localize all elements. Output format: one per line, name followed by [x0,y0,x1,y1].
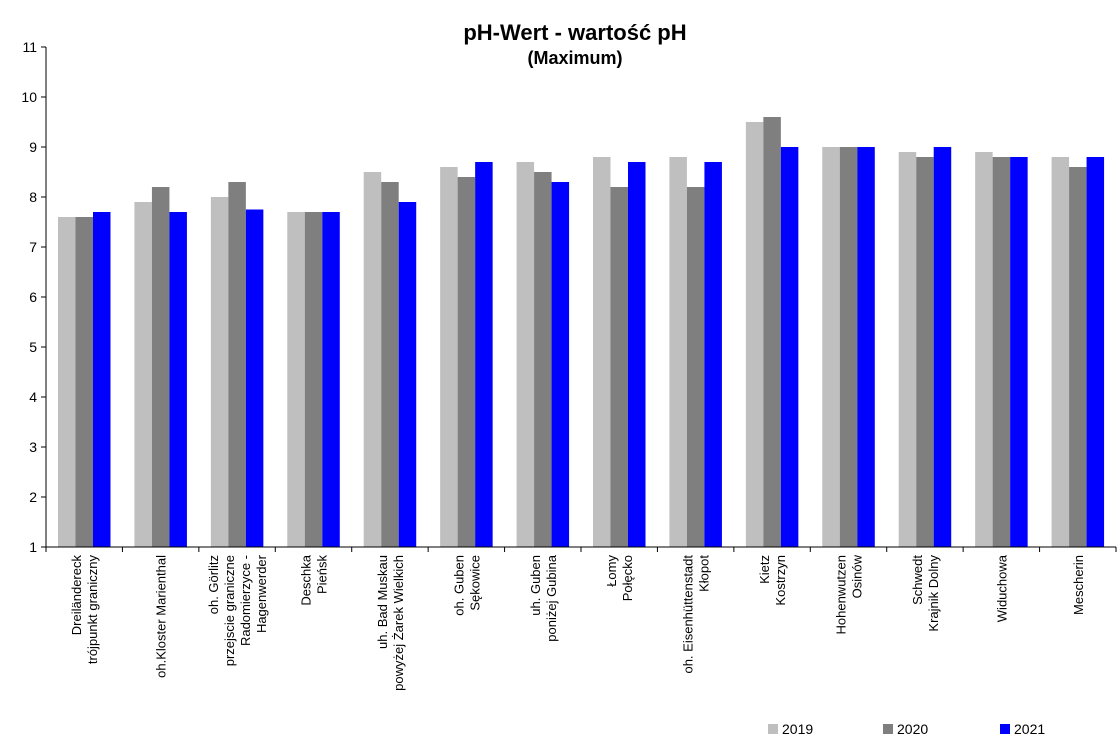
x-tick-label: Hagenwerder [254,554,269,633]
bar [169,212,187,547]
bar [745,122,764,547]
bar [1086,157,1105,547]
y-tick-label: 6 [29,289,37,305]
bar [475,162,493,547]
legend-swatch [1000,724,1010,734]
x-tick-label: Sękowice [467,555,482,611]
legend-item: 2020 [883,721,928,737]
y-tick-label: 4 [29,389,37,405]
bar [304,212,323,547]
bar [933,147,952,547]
legend-swatch [768,724,778,734]
x-tick-label: Łomy [604,555,619,587]
legend: 2019 2020 2021 [0,721,1118,741]
x-tick-label: uh. Bad Muskau [375,555,390,649]
x-tick-label: przejscie graniczne [222,555,237,666]
bar [516,162,535,547]
bar [75,217,93,547]
x-tick-label: uh. Guben [528,555,543,616]
legend-label: 2020 [897,721,929,737]
x-tick-label: Mescherin [1071,555,1086,615]
x-tick-label: Kłopot [697,555,712,592]
y-tick-label: 11 [22,39,37,55]
bar [93,212,111,547]
y-tick-label: 9 [29,139,37,155]
bar [780,147,799,547]
bar [1051,157,1070,547]
x-tick-label: Deschka [299,554,314,605]
x-tick-label: Radomierzyce - [238,555,253,646]
y-tick-label: 1 [29,539,37,555]
bar [245,209,264,547]
bar [210,197,229,547]
bar [534,172,552,547]
chart-title: pH-Wert - wartość pH [463,20,687,45]
x-tick-label: oh.Kloster Marienthal [154,555,169,678]
x-tick-label: Widuchowa [994,554,1009,622]
bar [551,182,570,547]
x-tick-label: oh. Guben [451,555,466,616]
bar [287,212,305,547]
bar [134,202,152,547]
bar [704,162,722,547]
bar [916,157,934,547]
x-tick-label: Kietz [757,555,772,584]
legend-label: 2021 [1014,721,1046,737]
legend-item: 2021 [1000,721,1045,737]
bar [1010,157,1028,547]
chart-subtitle: (Maximum) [527,48,623,68]
x-tick-label: Hohenwutzen [834,555,849,635]
bar [363,172,382,547]
x-tick-label: Dreiländereck [69,555,84,636]
bar [398,202,417,547]
bar [686,187,705,547]
x-tick-label: Schwedt [910,555,925,605]
bar [839,147,858,547]
y-tick-label: 8 [29,189,37,205]
bar [898,152,917,547]
bar [58,217,76,547]
x-tick-label: oh. Eisenhüttenstadt [681,555,696,674]
bar [440,167,458,547]
x-tick-label: Osinów [850,554,865,598]
bar [1069,167,1087,547]
bar [610,187,628,547]
bar [381,182,399,547]
legend-item: 2019 [768,721,813,737]
bar [628,162,646,547]
y-tick-label: 5 [29,339,37,355]
x-tick-label: oh. Görlitz [206,555,221,614]
bar [992,157,1011,547]
bar [151,187,170,547]
x-tick-label: Krajnik Dolny [926,555,941,632]
x-tick-label: powyżej Żarek Wielkich [391,555,406,691]
bar [975,152,993,547]
bar [228,182,246,547]
x-tick-label: Kostrzyn [773,555,788,606]
bar [457,177,476,547]
x-tick-label: trójpunkt graniczny [85,555,100,665]
bar [822,147,840,547]
x-tick-label: Połęcko [620,555,635,601]
bar [322,212,340,547]
legend-swatch [883,724,893,734]
x-tick-label: poniżej Gubina [544,554,559,641]
y-tick-label: 7 [29,239,37,255]
bar [593,157,611,547]
bar [669,157,687,547]
x-tick-label: Pieńsk [315,555,330,595]
y-tick-label: 3 [29,439,37,455]
legend-label: 2019 [782,721,814,737]
y-tick-label: 10 [21,89,37,105]
bar [763,117,781,547]
bar [857,147,875,547]
y-tick-label: 2 [29,489,37,505]
